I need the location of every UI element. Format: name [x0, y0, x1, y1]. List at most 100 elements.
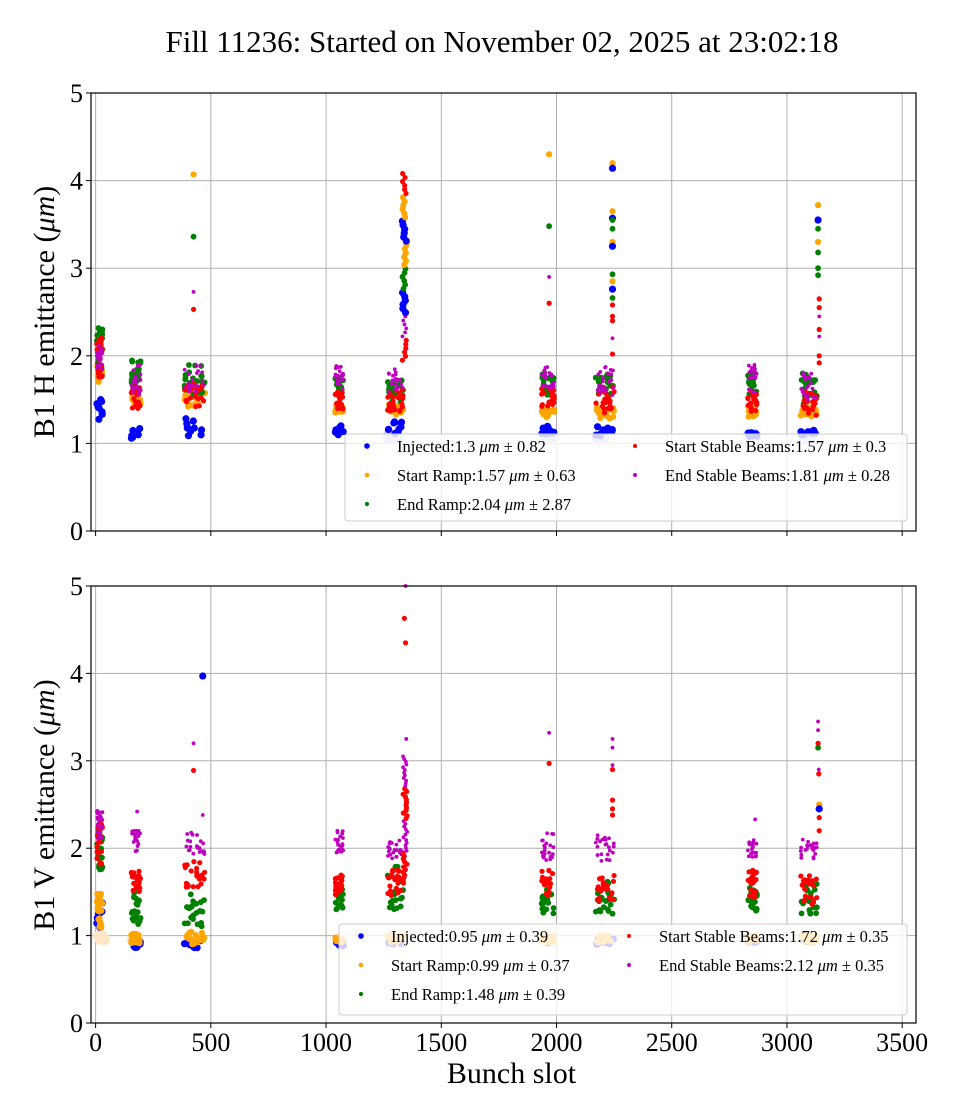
point-end-stable-beams: [133, 832, 138, 837]
point-end-stable-beams: [337, 369, 342, 374]
point-start-stable-beams: [606, 895, 612, 901]
legend-marker: [358, 962, 364, 968]
point-end-stable-beams: [100, 367, 105, 371]
point-end-stable-beams: [599, 387, 604, 392]
point-start-stable-beams: [137, 885, 143, 891]
point-end-stable-beams: [811, 855, 816, 860]
point-start-stable-beams: [609, 318, 616, 324]
point-injected: [190, 424, 198, 432]
point-end-stable-beams: [195, 371, 199, 376]
point-start-stable-beams: [340, 406, 346, 412]
point-end-ramp: [198, 919, 205, 926]
point-end-stable-beams: [746, 848, 750, 853]
point-start-stable-beams: [339, 390, 345, 396]
point-start-stable-beams: [403, 337, 409, 343]
point-end-stable-beams: [97, 363, 102, 368]
point-start-stable-beams: [748, 887, 754, 893]
point-start-stable-beams: [546, 760, 552, 767]
point-end-stable-beams: [386, 853, 390, 858]
point-end-stable-beams: [606, 371, 610, 376]
point-start-stable-beams: [94, 843, 100, 850]
point-end-stable-beams: [799, 386, 804, 391]
point-end-ramp: [813, 910, 820, 917]
point-end-stable-beams: [401, 318, 406, 323]
point-end-ramp: [596, 379, 603, 386]
point-start-stable-beams: [798, 873, 804, 879]
legend-item-end-stable-beams: End Stable Beams:2.12 μm ± 0.35: [627, 956, 884, 975]
point-start-stable-beams: [135, 878, 141, 884]
point-start-stable-beams: [182, 387, 188, 393]
point-end-stable-beams: [747, 376, 752, 381]
point-end-ramp: [137, 915, 144, 922]
point-end-stable-beams: [611, 386, 616, 390]
point-start-ramp: [95, 915, 102, 923]
point-start-ramp: [549, 407, 556, 414]
point-end-stable-beams: [392, 848, 397, 852]
y-tick-label: 0: [70, 1009, 83, 1038]
point-end-stable-beams: [610, 763, 615, 768]
legend-label: End Stable Beams:2.12 μm ± 0.35: [659, 956, 884, 975]
point-end-ramp: [94, 332, 101, 339]
point-end-stable-beams: [191, 741, 196, 746]
point-end-stable-beams: [752, 850, 757, 855]
point-start-stable-beams: [190, 884, 196, 890]
point-end-stable-beams: [98, 816, 103, 821]
point-start-stable-beams: [606, 394, 612, 400]
point-end-stable-beams: [754, 853, 758, 858]
point-end-stable-beams: [130, 390, 135, 394]
point-start-stable-beams: [195, 396, 201, 402]
point-end-stable-beams: [607, 858, 612, 863]
point-end-stable-beams: [191, 289, 196, 294]
legend-marker: [364, 443, 370, 449]
point-start-stable-beams: [190, 767, 197, 774]
point-start-ramp: [197, 934, 204, 942]
point-start-stable-beams: [194, 865, 200, 872]
axes-frame: [90, 92, 917, 532]
point-end-stable-beams: [549, 386, 553, 391]
point-start-stable-beams: [601, 410, 608, 416]
point-end-stable-beams: [606, 845, 611, 850]
point-start-stable-beams: [395, 880, 401, 886]
point-end-stable-beams: [394, 378, 399, 383]
point-start-stable-beams: [404, 813, 410, 819]
point-start-stable-beams: [606, 399, 612, 405]
point-end-stable-beams: [340, 829, 345, 834]
point-start-stable-beams: [815, 740, 821, 746]
point-start-stable-beams: [339, 877, 345, 883]
point-start-stable-beams: [609, 351, 616, 357]
point-start-stable-beams: [402, 174, 408, 181]
legend-box: [338, 923, 908, 1016]
point-end-ramp: [388, 902, 395, 908]
x-tick-label: 1500: [415, 1028, 467, 1057]
point-end-ramp: [131, 908, 138, 914]
point-start-stable-beams: [395, 395, 401, 401]
point-end-stable-beams: [333, 366, 338, 371]
point-end-stable-beams: [335, 840, 340, 845]
point-injected: [182, 415, 190, 423]
point-end-stable-beams: [401, 835, 406, 840]
point-start-stable-beams: [745, 395, 751, 402]
point-start-stable-beams: [188, 868, 194, 874]
point-end-stable-beams: [96, 350, 101, 355]
point-end-stable-beams: [753, 817, 758, 822]
point-end-stable-beams: [605, 852, 610, 857]
point-end-stable-beams: [598, 391, 603, 395]
point-start-stable-beams: [197, 875, 203, 881]
point-start-stable-beams: [97, 839, 103, 845]
point-end-ramp: [798, 910, 805, 917]
point-start-stable-beams: [800, 403, 806, 409]
point-end-ramp: [129, 357, 135, 364]
point-end-stable-beams: [138, 372, 143, 377]
point-end-stable-beams: [603, 365, 607, 370]
point-start-stable-beams: [595, 884, 601, 890]
point-end-stable-beams: [595, 853, 600, 857]
point-start-stable-beams: [599, 875, 605, 881]
x-tick-label: 2000: [531, 1028, 583, 1057]
point-end-stable-beams: [136, 392, 141, 396]
point-injected: [384, 425, 393, 434]
point-start-ramp: [745, 413, 752, 420]
point-start-stable-beams: [394, 867, 401, 873]
point-end-ramp: [806, 907, 813, 913]
point-start-ramp: [399, 194, 407, 201]
point-end-ramp: [397, 895, 404, 902]
